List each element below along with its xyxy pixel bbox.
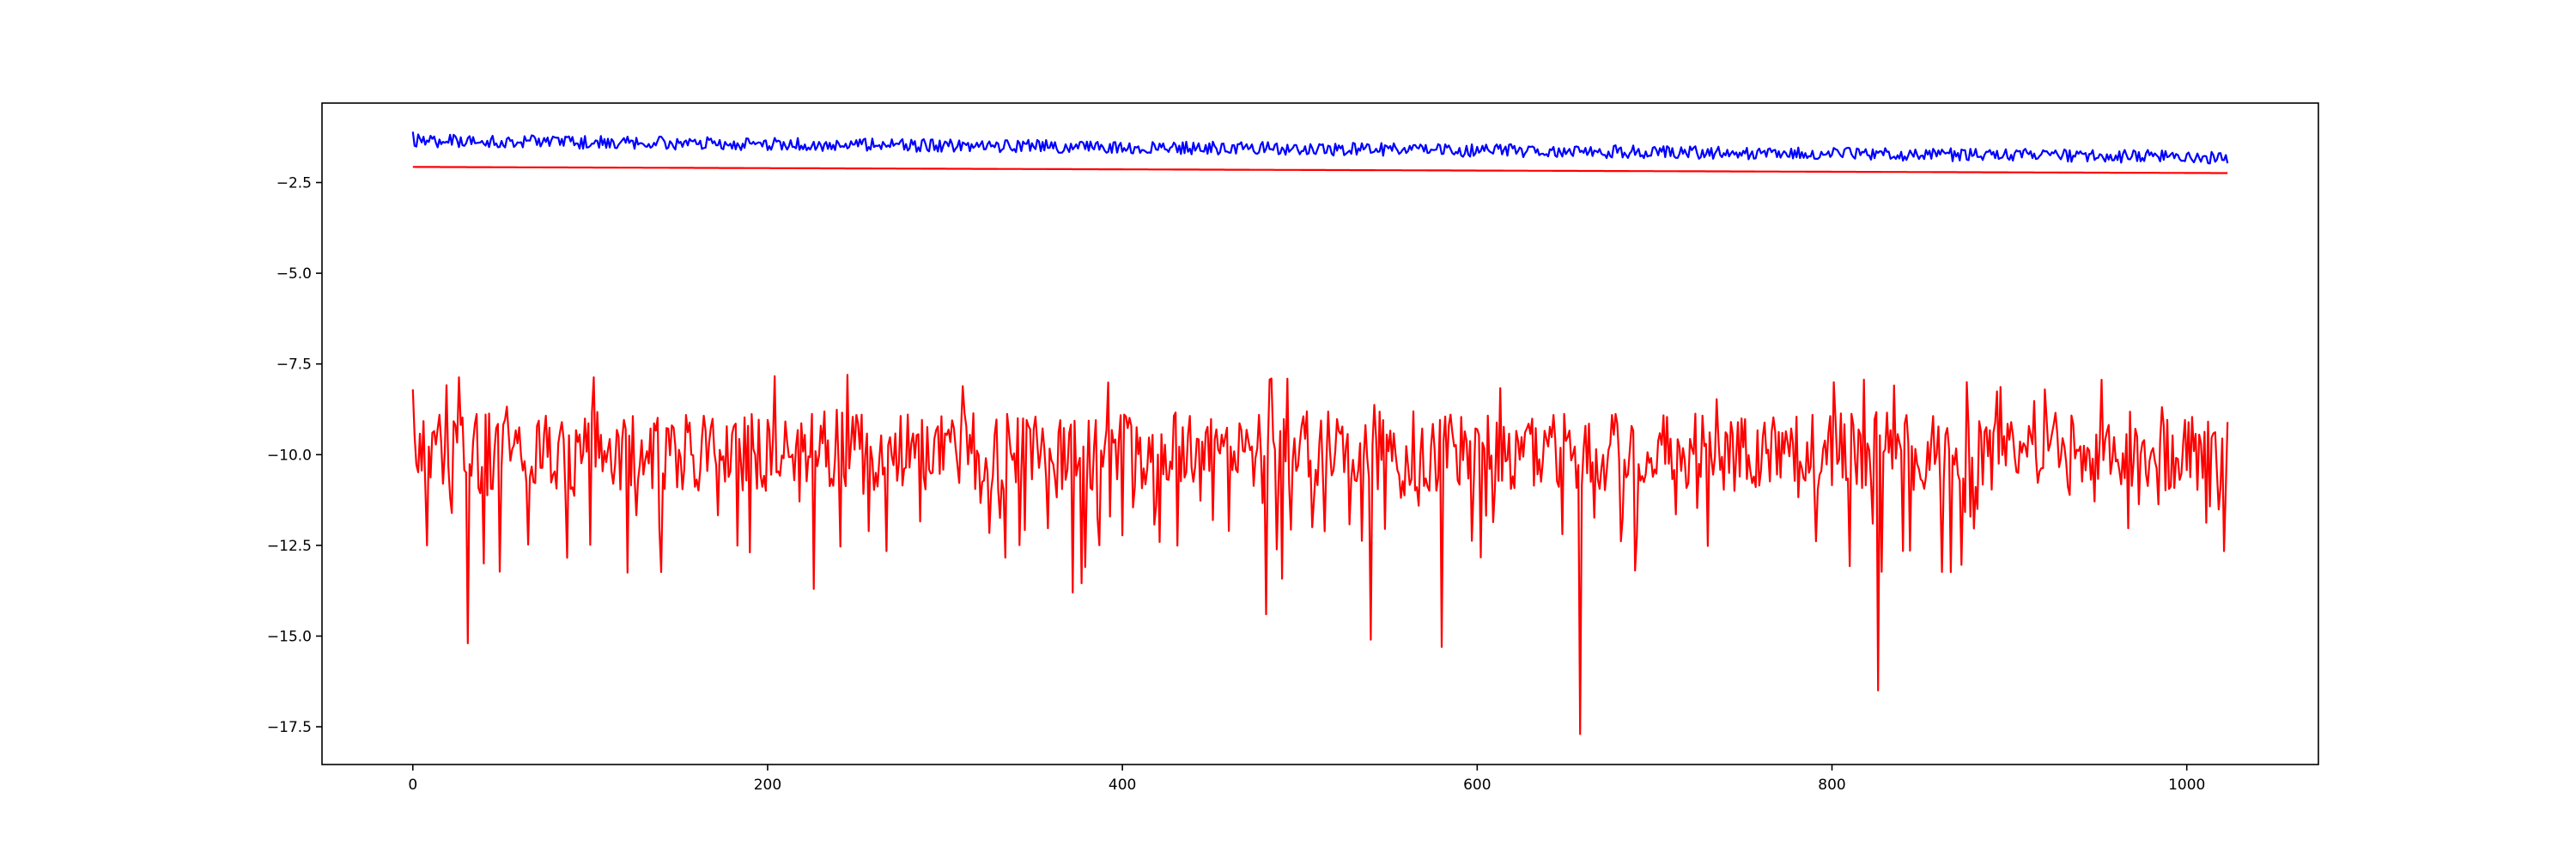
- y-tick-label: −5.0: [276, 265, 312, 283]
- y-tick-label: −15.0: [267, 628, 312, 645]
- y-axis: −17.5 −15.0 −12.5 −10.0 −7.5 −5.0 −2.5: [267, 175, 322, 736]
- x-tick-label: 400: [1109, 777, 1136, 794]
- x-axis: 0 200 400 600 800 1000: [408, 765, 2205, 794]
- y-tick-label: −7.5: [276, 356, 312, 374]
- x-tick-label: 800: [1818, 777, 1845, 794]
- series-line-3: [411, 374, 2229, 735]
- x-tick-label: 200: [754, 777, 781, 794]
- x-tick-label: 1000: [2168, 777, 2205, 794]
- x-tick-label: 600: [1463, 777, 1491, 794]
- plot-frame: [321, 102, 2319, 765]
- y-tick-label: −17.5: [267, 719, 312, 736]
- y-tick-label: −2.5: [276, 175, 312, 192]
- series-layer: [411, 131, 2229, 735]
- series-line-1: [411, 131, 2229, 165]
- x-tick-label: 0: [408, 777, 417, 794]
- series-line-2: [412, 166, 2228, 174]
- y-tick-label: −12.5: [267, 538, 312, 555]
- y-tick-label: −10.0: [267, 447, 312, 464]
